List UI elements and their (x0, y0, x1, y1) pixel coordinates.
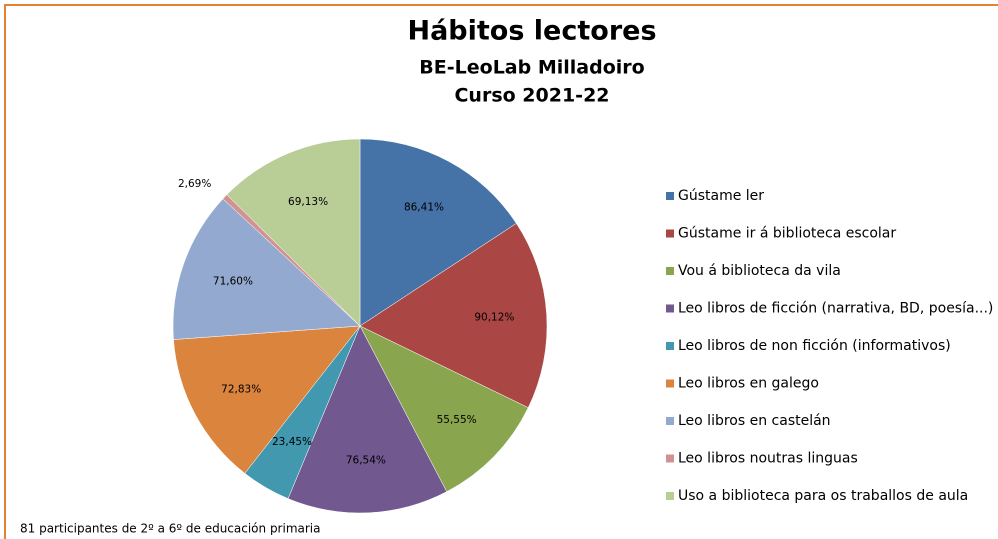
data-label: 72,83% (221, 383, 261, 395)
legend-swatch (666, 492, 674, 500)
legend-label: Uso a biblioteca para os traballos de au… (678, 488, 968, 504)
data-label: 55,55% (437, 414, 477, 426)
legend-swatch (666, 304, 674, 313)
data-label: 23,45% (272, 436, 312, 448)
data-label: 76,54% (346, 455, 386, 467)
chart-title: Hábitos lectores (407, 16, 656, 47)
legend-swatch (666, 342, 674, 350)
footnote: 81 participantes de 2º a 6º de educación… (20, 522, 321, 536)
data-label: 90,12% (474, 311, 514, 323)
pie-slice (359, 138, 517, 327)
legend-swatch (666, 454, 674, 463)
legend-swatch (666, 229, 674, 238)
legend-label: Leo libros en castelán (678, 413, 831, 429)
legend-label: Gústame ler (678, 188, 764, 204)
pie-slice (287, 325, 448, 514)
pie-slice (359, 223, 548, 409)
legend-swatch (666, 417, 674, 425)
chart-subtitle: Curso 2021-22 (454, 85, 609, 107)
legend-label: Leo libros en galego (678, 376, 819, 392)
legend-label: Leo libros de non ficción (informativos) (678, 338, 951, 354)
pie-slice (359, 325, 529, 493)
pie-slice (173, 325, 361, 474)
data-label: 69,13% (288, 196, 328, 208)
data-label: 86,41% (404, 202, 444, 214)
data-label: 71,60% (213, 275, 253, 287)
legend-label: Leo libros de ficción (narrativa, BD, po… (678, 301, 993, 317)
frame (4, 4, 998, 539)
pie-slice (226, 138, 361, 327)
legend-label: Gústame ir á biblioteca escolar (678, 226, 896, 242)
legend-swatch (666, 192, 674, 200)
data-label: 2,69% (178, 178, 211, 190)
pie-slice (172, 198, 361, 340)
legend-label: Leo libros noutras linguas (678, 451, 858, 467)
legend-swatch (666, 267, 674, 275)
chart-subtitle: BE-LeoLab Milladoiro (419, 57, 644, 79)
legend-swatch (666, 379, 674, 388)
legend-label: Vou á biblioteca da vila (678, 263, 841, 279)
